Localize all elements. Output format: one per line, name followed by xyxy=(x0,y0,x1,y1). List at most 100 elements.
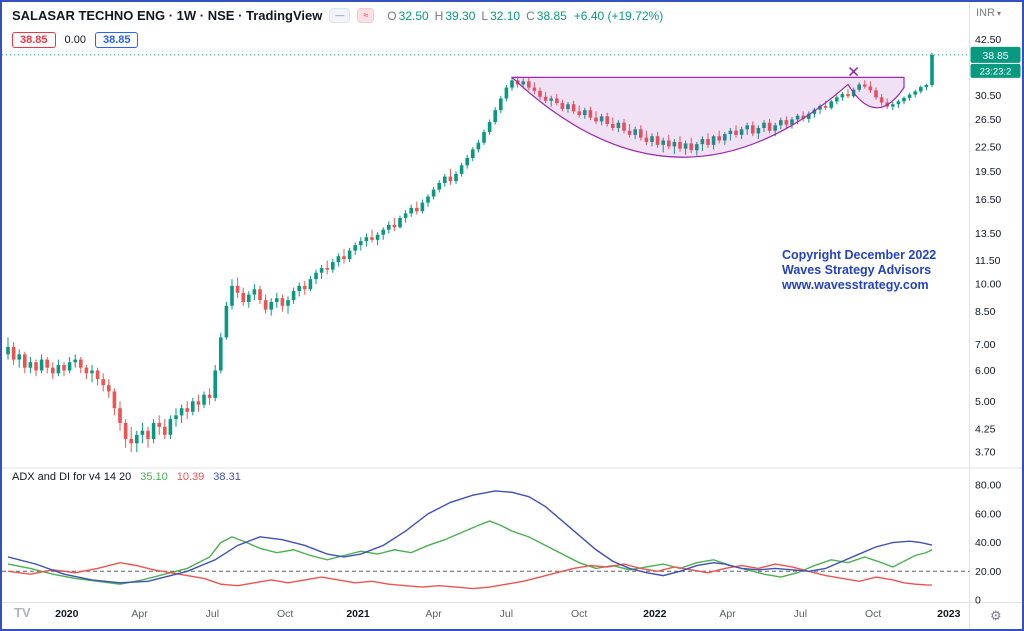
indicator-axis-label: 20.00 xyxy=(975,566,1001,578)
price-axis-label: 7.00 xyxy=(975,339,996,351)
candle-body xyxy=(840,94,845,98)
time-axis-label[interactable]: Apr xyxy=(719,608,736,620)
candle-body xyxy=(532,87,537,91)
candle-body xyxy=(633,129,637,135)
candle-body xyxy=(409,207,413,214)
time-axis-label[interactable]: 2020 xyxy=(55,608,79,620)
candle-body xyxy=(560,103,565,109)
candle-body xyxy=(398,217,402,228)
candle-body xyxy=(157,422,161,427)
time-axis-label[interactable]: Jul xyxy=(206,608,219,620)
pattern-overlay[interactable] xyxy=(510,66,905,158)
adx-line xyxy=(7,490,933,584)
indicator-legend: ADX and DI for v4 14 20 35.10 10.39 38.3… xyxy=(12,471,241,483)
time-axis-label[interactable]: Oct xyxy=(277,608,293,620)
candle-body xyxy=(370,237,374,240)
candle-body xyxy=(67,362,72,371)
candle-body xyxy=(678,141,682,149)
indicator-axis-label: 0 xyxy=(975,595,981,607)
candle-body xyxy=(347,250,352,260)
candle-body xyxy=(392,224,397,228)
candle-body xyxy=(543,96,548,101)
candle-body xyxy=(331,262,335,270)
candle-body xyxy=(17,354,21,360)
candle-body xyxy=(185,408,189,412)
time-axis-label[interactable]: Apr xyxy=(131,608,148,620)
ohlc-values: O 32.50 H 39.30 L 32.10 C 38.85 +6.40 (+19.7… xyxy=(381,9,663,23)
candle-body xyxy=(879,97,884,103)
indicator-title[interactable]: ADX and DI for v4 14 20 xyxy=(12,471,132,483)
time-axis-label[interactable]: Jul xyxy=(500,608,513,620)
symbol-title[interactable]: SALASAR TECHNO ENG · 1W · NSE · TradingV… xyxy=(12,8,323,23)
close-label: C xyxy=(526,8,535,23)
watermark-line-3: www.wavesstrategy.com xyxy=(782,278,929,292)
candle-body xyxy=(459,165,464,174)
candle-body xyxy=(683,143,688,149)
wave-drawing-toggle-icon[interactable]: ≈ xyxy=(357,8,375,23)
candle-body xyxy=(437,182,441,190)
countdown-badge xyxy=(970,63,1021,78)
candle-body xyxy=(807,113,811,119)
candle-body xyxy=(308,279,313,290)
hide-indicator-toggle-icon[interactable]: — xyxy=(329,8,351,23)
candle-body xyxy=(818,106,822,110)
candle-body xyxy=(79,359,83,368)
candle-body xyxy=(224,305,229,338)
candle-body xyxy=(790,119,794,125)
candle-body xyxy=(812,109,817,114)
pattern-anchor-x-marker[interactable] xyxy=(849,66,859,77)
time-axis-label[interactable]: Apr xyxy=(425,608,442,620)
time-axis-label[interactable]: Jul xyxy=(794,608,807,620)
candle-body xyxy=(51,367,55,374)
candle-body xyxy=(538,90,542,97)
candle-body xyxy=(835,97,839,102)
candle-body xyxy=(303,285,307,290)
candle-body xyxy=(745,125,749,130)
candle-body xyxy=(829,101,833,108)
settings-gear-icon[interactable]: ⚙ xyxy=(990,608,1002,623)
buy-price-button[interactable]: 38.85 xyxy=(94,32,139,48)
candle-body xyxy=(168,419,173,435)
candle-body xyxy=(605,116,609,125)
candle-body xyxy=(107,385,111,392)
currency-selector[interactable]: INR ▾ xyxy=(976,7,1001,19)
candle-body xyxy=(779,120,783,126)
sell-price-button[interactable]: 38.85 xyxy=(12,32,56,48)
candle-body xyxy=(723,134,727,141)
candle-body xyxy=(235,285,240,293)
candle-body xyxy=(336,256,341,263)
candle-body xyxy=(527,81,531,88)
time-axis-label[interactable]: 2022 xyxy=(643,608,667,620)
candle-body xyxy=(739,129,744,135)
candle-body xyxy=(443,176,447,183)
candle-body xyxy=(207,394,212,398)
cup-and-handle-pattern[interactable] xyxy=(510,76,905,158)
candle-body xyxy=(566,104,570,109)
candle-body xyxy=(202,394,206,405)
time-axis-label[interactable]: Oct xyxy=(865,608,881,620)
candle-body xyxy=(549,98,553,101)
candle-body xyxy=(661,140,665,145)
candle-body xyxy=(930,54,934,85)
candle-body xyxy=(6,346,10,355)
candle-body xyxy=(73,359,77,363)
chevron-down-icon: ▾ xyxy=(996,9,1001,18)
close-value: 38.85 xyxy=(536,8,567,23)
candle-body xyxy=(667,140,671,147)
candle-body xyxy=(448,176,453,182)
candle-body xyxy=(95,370,100,380)
di-minus-line xyxy=(7,561,933,590)
indicator-layer xyxy=(2,490,970,590)
candle-body xyxy=(907,94,912,98)
indicator-axis-label: 60.00 xyxy=(975,508,1001,520)
candle-body xyxy=(868,86,873,91)
candle-body xyxy=(140,430,145,435)
time-axis-label[interactable]: 2021 xyxy=(346,608,370,620)
candle-body xyxy=(39,359,44,371)
candle-body xyxy=(583,110,587,116)
time-axis-label[interactable]: 2023 xyxy=(937,608,961,620)
tradingview-logo[interactable]: TV xyxy=(14,605,31,620)
open-value: 32.50 xyxy=(398,8,429,23)
time-axis-label[interactable]: Oct xyxy=(571,608,587,620)
